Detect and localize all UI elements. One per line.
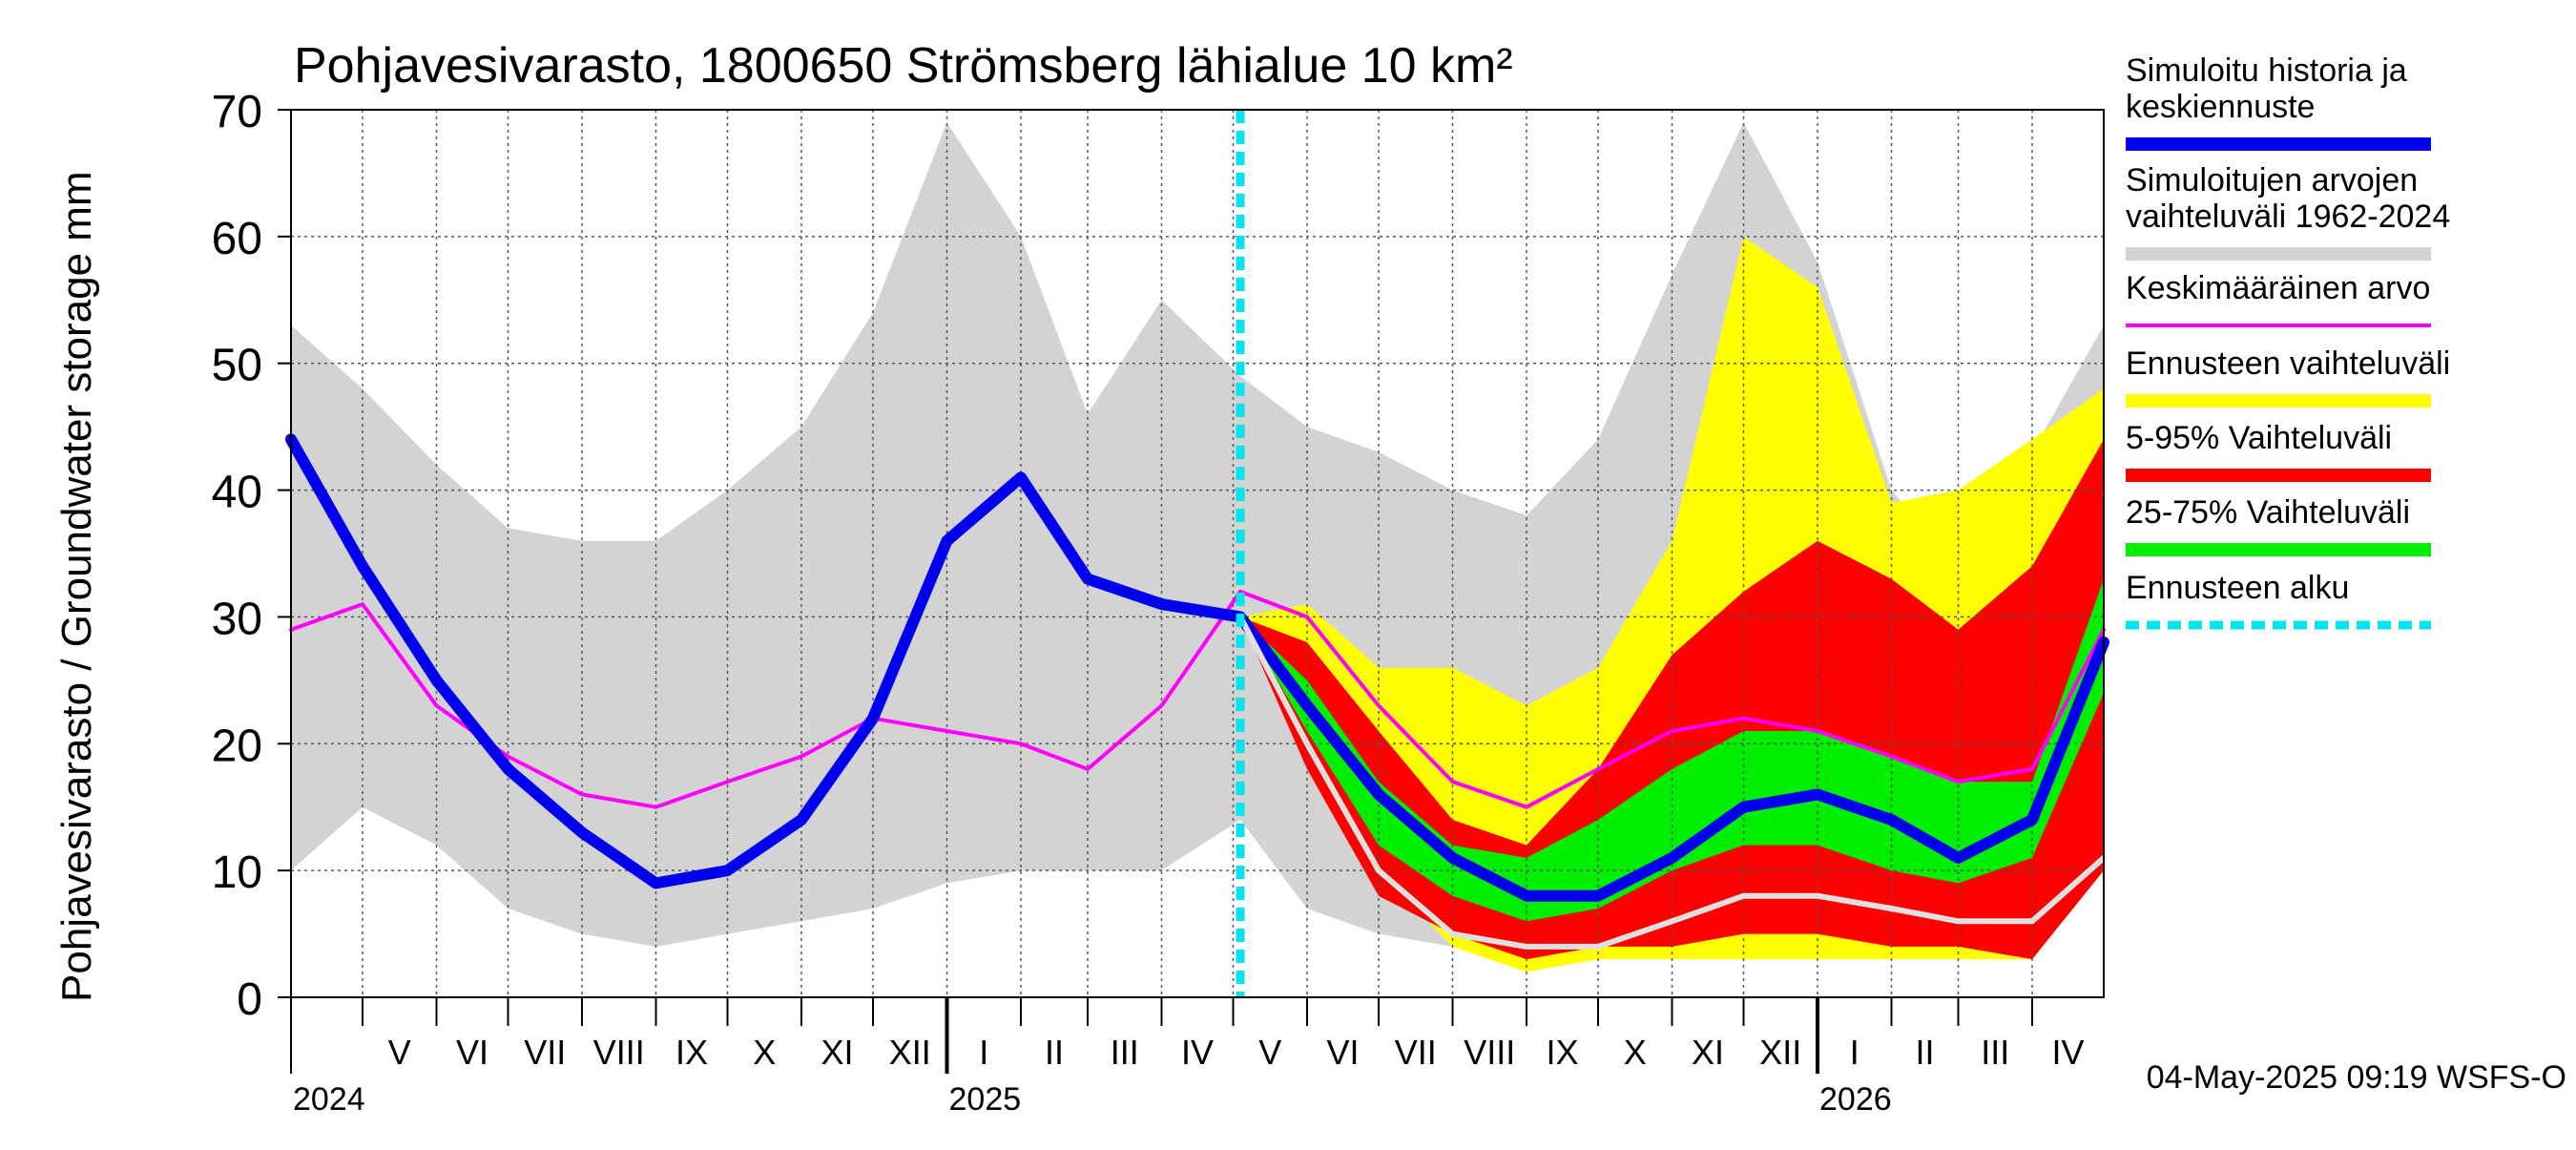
- y-tick-label: 0: [237, 974, 262, 1025]
- x-tick-label: II: [1915, 1033, 1934, 1072]
- legend-label: Ennusteen vaihteluväli: [2126, 345, 2450, 382]
- plot-frame: [290, 109, 2105, 998]
- y-tick-label: 50: [212, 341, 262, 391]
- band-25-75-vaihteluv-li: [1240, 578, 2104, 922]
- x-tick-label: III: [1111, 1033, 1139, 1072]
- legend-item: Ennusteen vaihteluväli: [2126, 345, 2450, 408]
- legend-item: Simuloitu historia ja keskiennuste: [2126, 52, 2431, 151]
- x-tick-label: XII: [889, 1033, 931, 1072]
- legend-label: Simuloitu historia ja keskiennuste: [2126, 52, 2407, 125]
- year-label: 2024: [293, 1081, 365, 1118]
- x-tick-label: I: [979, 1033, 988, 1072]
- x-tick-label: VII: [524, 1033, 566, 1072]
- x-tick-label: XI: [821, 1033, 853, 1072]
- x-tick-label: II: [1045, 1033, 1064, 1072]
- legend-item: 25-75% Vaihteluväli: [2126, 494, 2431, 556]
- y-tick-label: 70: [212, 87, 262, 137]
- legend-label: Keskimääräinen arvo: [2126, 270, 2430, 306]
- legend-label: 25-75% Vaihteluväli: [2126, 494, 2410, 531]
- timestamp: 04-May-2025 09:19 WSFS-O: [2147, 1059, 2566, 1096]
- line-keskim-r-inen-arvo: [289, 589, 2106, 809]
- legend: Simuloitu historia ja keskiennuste Simuloi…: [2126, 52, 2450, 630]
- legend-item: Keskimääräinen arvo: [2126, 270, 2431, 327]
- x-tick-label: X: [753, 1033, 776, 1072]
- y-tick-label: 10: [212, 847, 262, 898]
- legend-label: Simuloitujen arvojen vaihteluväli 1962-20…: [2126, 162, 2450, 235]
- x-tick-label: V: [1258, 1033, 1281, 1072]
- year-label: 2026: [1819, 1081, 1892, 1118]
- y-tick-label: 40: [212, 468, 262, 518]
- x-tick-label: III: [1981, 1033, 2009, 1072]
- legend-item: Ennusteen alku: [2126, 570, 2431, 630]
- x-tick-label: I: [1850, 1033, 1859, 1072]
- x-tick-label: X: [1624, 1033, 1647, 1072]
- x-tick-label: VI: [456, 1033, 488, 1072]
- y-tick-label: 60: [212, 214, 262, 264]
- y-axis-label: Pohjavesivarasto / Groundwater storage m…: [53, 171, 100, 1002]
- x-tick-label: IX: [1546, 1033, 1578, 1072]
- year-label: 2025: [949, 1081, 1022, 1118]
- x-tick-label: V: [388, 1033, 411, 1072]
- x-tick-label: XII: [1759, 1033, 1801, 1072]
- x-tick-label: VII: [1395, 1033, 1437, 1072]
- x-tick-label: IV: [1181, 1033, 1214, 1072]
- y-tick-label: 20: [212, 721, 262, 771]
- chart-title: Pohjavesivarasto, 1800650 Strömsberg läh…: [294, 38, 1513, 94]
- legend-label: Ennusteen alku: [2126, 570, 2349, 606]
- x-tick-label: IV: [2051, 1033, 2084, 1072]
- line-series: [1237, 614, 2107, 950]
- legend-label: 5-95% Vaihteluväli: [2126, 420, 2392, 456]
- line-simuloitu-historia-ja-keskiennuste: [285, 433, 2109, 902]
- x-tick-label: VIII: [1464, 1033, 1515, 1072]
- x-tick-label: VI: [1326, 1033, 1359, 1072]
- legend-item: 5-95% Vaihteluväli: [2126, 420, 2431, 482]
- x-tick-label: VIII: [593, 1033, 645, 1072]
- legend-item: Simuloitujen arvojen vaihteluväli 1962-20…: [2126, 162, 2450, 261]
- x-tick-label: IX: [675, 1033, 708, 1072]
- y-tick-label: 30: [212, 594, 262, 644]
- x-tick-label: XI: [1692, 1033, 1724, 1072]
